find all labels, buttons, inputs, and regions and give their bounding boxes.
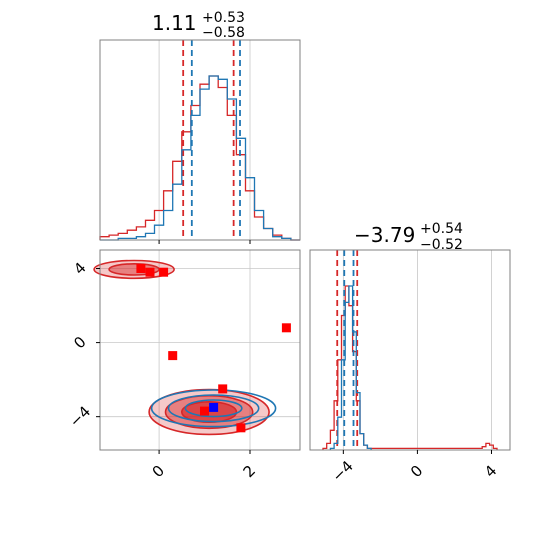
hist-bar-blue bbox=[236, 138, 245, 240]
panel-frame bbox=[309, 249, 511, 451]
hist-bar-blue bbox=[155, 225, 164, 240]
panel-frame bbox=[99, 39, 301, 241]
marker-red bbox=[159, 267, 169, 277]
title-parameter-1: 1.11 +0.53 −0.58 bbox=[152, 10, 245, 41]
marker-red bbox=[218, 384, 228, 394]
hist-bar-red bbox=[109, 235, 118, 240]
hist-bar-blue bbox=[255, 211, 264, 241]
marker-red bbox=[200, 406, 209, 416]
contour-level-blue bbox=[184, 399, 243, 418]
hist-bar-blue bbox=[209, 76, 218, 240]
hist-bar-blue bbox=[182, 150, 191, 240]
title-parameter-2: −3.79 +0.54 −0.52 bbox=[354, 221, 463, 253]
title-p1-median: 1.11 bbox=[152, 11, 197, 35]
histogram-panel-parameter-2: −4 0 4 bbox=[309, 249, 511, 485]
hist-bar-blue bbox=[227, 99, 236, 240]
title-p1-plus: +0.53 bbox=[202, 10, 245, 26]
hist-bar-blue bbox=[218, 79, 227, 240]
x-tick-label: −4 bbox=[328, 457, 356, 485]
y-tick-label: 4 bbox=[70, 259, 89, 278]
y-tick-label: 0 bbox=[70, 333, 89, 352]
marker-blue bbox=[209, 402, 219, 412]
hist-series-blue bbox=[329, 285, 372, 450]
contour-level-blue bbox=[150, 389, 277, 428]
hist-bar-blue bbox=[164, 211, 173, 241]
title-p2-plus: +0.54 bbox=[420, 221, 463, 237]
scatter-panel-p1-vs-p2: 0 2 −4 0 4 bbox=[66, 249, 301, 481]
panel-frame bbox=[99, 249, 301, 451]
histogram-panel-parameter-1 bbox=[99, 39, 301, 244]
x-tick-label: 2 bbox=[240, 462, 259, 481]
marker-red bbox=[136, 264, 146, 273]
hist-series-blue bbox=[100, 75, 300, 241]
x-tick-label: 0 bbox=[407, 462, 426, 481]
hist-bar-blue bbox=[200, 89, 209, 240]
title-p1-minus: −0.58 bbox=[202, 25, 245, 41]
hist-bar-blue bbox=[146, 233, 155, 240]
y-tick-label: −4 bbox=[66, 402, 94, 430]
title-p2-minus: −0.52 bbox=[420, 237, 463, 253]
marker-red bbox=[281, 323, 291, 333]
title-p2-median: −3.79 bbox=[354, 223, 415, 247]
x-tick-label: 0 bbox=[149, 462, 168, 481]
hist-bar-blue bbox=[173, 184, 182, 240]
hist-bar-blue bbox=[264, 229, 273, 241]
marker-red bbox=[145, 267, 155, 277]
x-tick-label: 4 bbox=[481, 462, 500, 481]
marker-red bbox=[236, 423, 246, 433]
marker-red bbox=[168, 351, 178, 361]
hist-bar-blue bbox=[246, 178, 255, 240]
contour-level-blue bbox=[167, 394, 260, 423]
